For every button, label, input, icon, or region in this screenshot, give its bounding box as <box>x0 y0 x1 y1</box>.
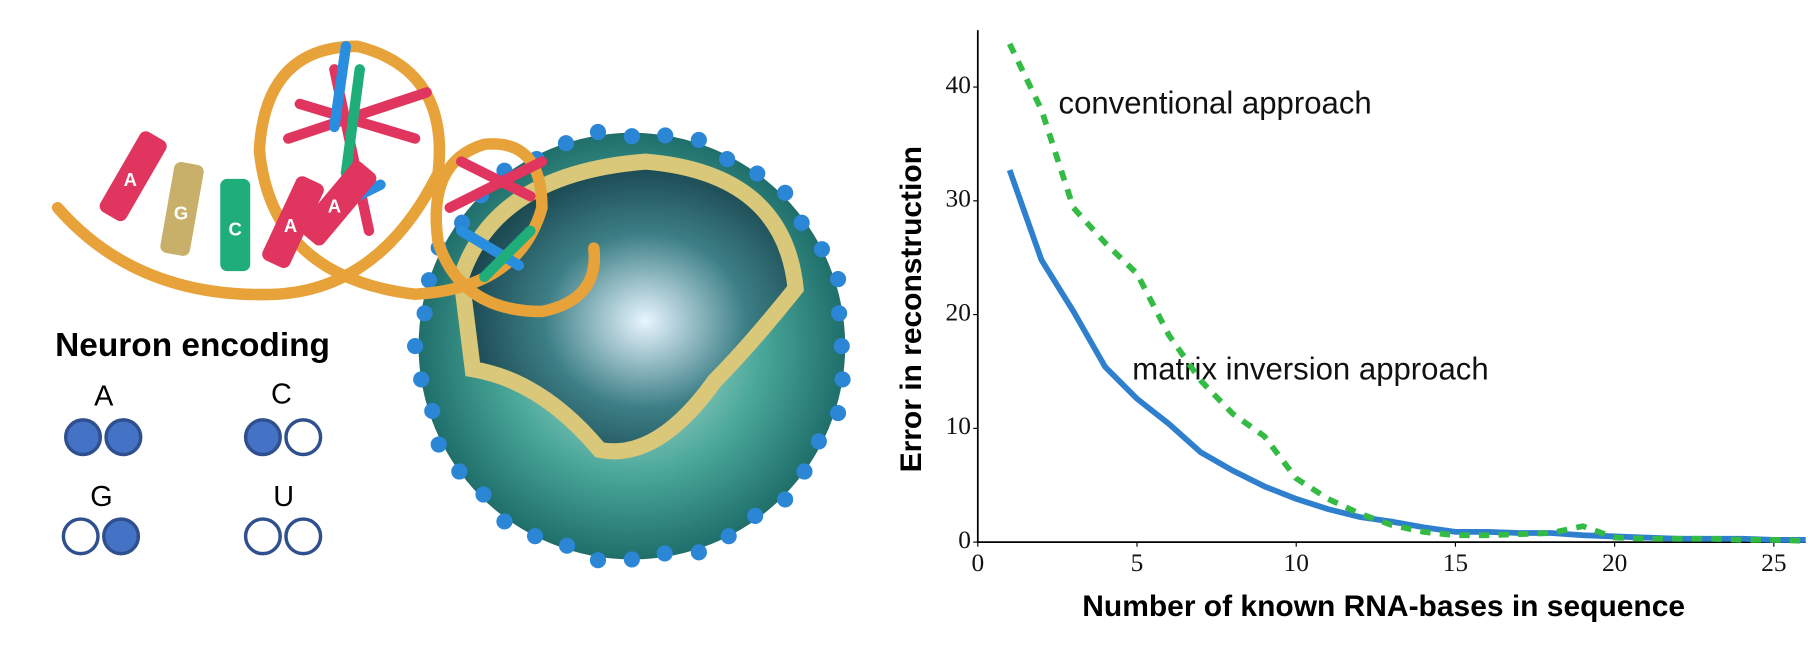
neuron <box>243 418 282 457</box>
virus-spike <box>558 537 576 554</box>
x-axis-label: Number of known RNA-bases in sequence <box>1082 590 1685 623</box>
virus-spike <box>829 271 847 288</box>
chart: 0 10 20 30 40 0 5 10 15 20 25 Number of known RNA-b… <box>895 30 1806 623</box>
virus-spike <box>831 305 848 322</box>
virus-spike <box>589 552 607 569</box>
virus-spike <box>526 528 544 545</box>
helix-base-label: A <box>328 196 341 217</box>
virus-spike <box>829 405 847 422</box>
virus-spike <box>720 528 737 545</box>
virus-spike <box>777 491 794 508</box>
helix-base-label: A <box>124 169 137 190</box>
series-annotation: conventional approach <box>1059 85 1372 120</box>
virus-spike <box>424 402 441 420</box>
neuron <box>284 418 323 457</box>
x-tick-label: 10 <box>1284 549 1309 577</box>
encoding-label: C <box>271 378 292 410</box>
neuron <box>104 418 143 457</box>
y-tick-label: 40 <box>946 71 971 99</box>
series-line <box>1007 42 1806 544</box>
neuron <box>284 517 323 556</box>
helix-rung <box>220 178 251 272</box>
virus-spike <box>810 433 827 450</box>
helix-bases: A G C A A <box>99 131 377 272</box>
virus-spike <box>420 272 438 289</box>
virus-spike <box>777 184 794 201</box>
series-annotation: matrix inversion approach <box>1132 352 1488 387</box>
encoding-title: Neuron encoding <box>55 327 330 364</box>
virus-spike <box>496 513 513 530</box>
virus-spike <box>623 128 640 145</box>
virus-spike <box>796 463 813 480</box>
helix-rung <box>160 162 204 256</box>
y-tick-label: 10 <box>946 412 971 440</box>
helix-rung <box>299 161 377 246</box>
helix-rung <box>99 131 167 222</box>
virus-spike <box>623 551 640 568</box>
neuron <box>63 418 103 457</box>
helix-illustration <box>51 40 601 318</box>
virus-spike <box>657 127 674 144</box>
virus-spike <box>413 371 430 388</box>
encoding-label: G <box>90 481 112 513</box>
virus-spike <box>557 135 575 152</box>
x-tick-label: 0 <box>971 549 984 577</box>
virus-spike <box>749 165 766 182</box>
virus-spike <box>656 545 673 562</box>
helix-base-label: C <box>229 219 242 240</box>
virus-spike <box>834 371 851 388</box>
virus-spike <box>589 123 607 141</box>
virus-spike <box>430 436 447 453</box>
y-tick-label: 30 <box>946 185 971 213</box>
virus-spike <box>833 338 850 355</box>
virus-spike <box>813 241 831 258</box>
virus-spike <box>690 131 707 149</box>
x-tick-label: 15 <box>1443 549 1468 577</box>
x-tick-label: 5 <box>1131 549 1144 577</box>
x-tick-label: 25 <box>1761 549 1786 577</box>
virus-spike <box>416 305 433 322</box>
encoding-label: U <box>273 481 294 513</box>
virus-spike <box>747 507 764 524</box>
virus-spike <box>451 463 468 480</box>
neuron <box>102 517 141 556</box>
virus-spike <box>407 338 424 355</box>
y-axis-label: Error in reconstruction <box>895 146 928 472</box>
virus-spike <box>719 151 736 168</box>
helix-base-label: G <box>174 203 188 224</box>
helix-base-label: A <box>284 215 297 236</box>
neuron <box>61 517 100 556</box>
x-tick-label: 20 <box>1602 549 1627 577</box>
virus-spike <box>475 486 492 503</box>
virus-spike <box>793 214 810 231</box>
y-tick-label: 0 <box>958 526 971 554</box>
encoding-label: A <box>94 381 114 413</box>
helix-rung <box>262 176 324 268</box>
neuron-encoding: A C G U <box>61 378 323 556</box>
virus-spike <box>690 544 707 561</box>
y-tick-label: 20 <box>946 298 971 326</box>
neuron <box>243 517 282 556</box>
